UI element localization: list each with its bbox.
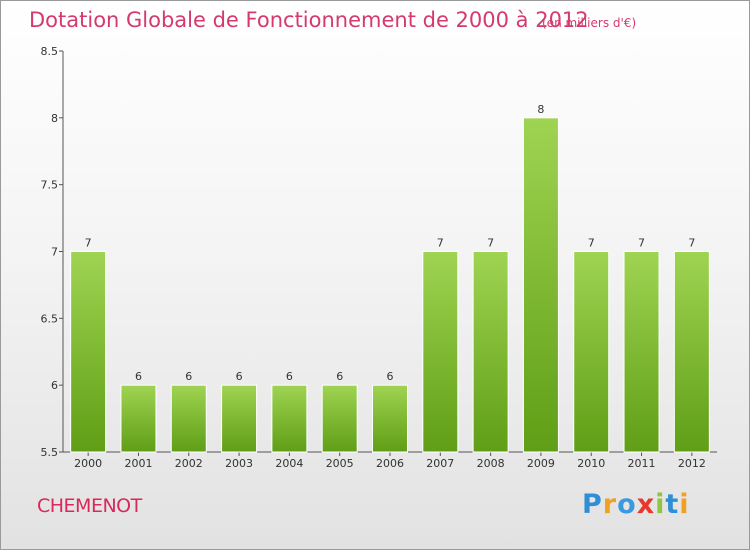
bar: [70, 251, 107, 453]
bar: [170, 384, 207, 453]
bar: [422, 251, 459, 453]
bar-value-label: 7: [85, 237, 92, 250]
bar: [573, 251, 610, 453]
bar-value-label: 8: [537, 103, 544, 116]
bar-value-label: 7: [487, 237, 494, 250]
bar-value-label: 6: [387, 370, 394, 383]
bar: [623, 251, 660, 453]
logo-letter: t: [665, 489, 680, 520]
bar-value-label: 6: [185, 370, 192, 383]
bar-value-label: 7: [638, 237, 645, 250]
chart-title: Dotation Globale de Fonctionnement de 20…: [29, 8, 589, 32]
x-tick-label: 2003: [225, 457, 253, 470]
y-tick-label: 6.5: [41, 312, 59, 325]
bar: [522, 117, 559, 453]
bar-value-label: 6: [135, 370, 142, 383]
y-tick-label: 7: [51, 246, 58, 259]
y-tick-label: 8.5: [41, 45, 59, 58]
x-tick-label: 2011: [628, 457, 656, 470]
bar: [472, 251, 509, 453]
bar: [673, 251, 710, 453]
logo-letter: x: [636, 489, 656, 520]
bar: [372, 384, 408, 453]
bar-value-label: 6: [336, 370, 343, 383]
bar: [120, 384, 157, 453]
x-tick-label: 2006: [376, 457, 404, 470]
bar-value-label: 7: [688, 237, 695, 250]
x-tick-label: 2001: [124, 457, 152, 470]
bar: [321, 384, 358, 453]
bar-value-label: 7: [588, 237, 595, 250]
bar: [221, 384, 258, 453]
x-tick-label: 2005: [326, 457, 354, 470]
x-tick-label: 2008: [477, 457, 505, 470]
bar-value-label: 7: [437, 237, 444, 250]
x-tick-label: 2004: [275, 457, 303, 470]
y-tick-label: 7.5: [41, 179, 59, 192]
logo-letter: r: [602, 489, 618, 520]
logo-letter: i: [655, 489, 666, 520]
x-tick-label: 2010: [577, 457, 605, 470]
bar-value-label: 6: [236, 370, 243, 383]
logo-letter: P: [582, 489, 603, 520]
x-tick-label: 2009: [527, 457, 555, 470]
logo-letter: o: [617, 489, 637, 520]
chart-subtitle: (en milliers d'€): [542, 16, 637, 30]
y-tick-label: 5.5: [41, 446, 59, 459]
x-tick-label: 2007: [426, 457, 454, 470]
proxiti-logo: Proxiti: [582, 489, 690, 520]
bar: [271, 384, 308, 453]
x-tick-label: 2012: [678, 457, 706, 470]
x-tick-label: 2000: [74, 457, 102, 470]
y-tick-label: 6: [51, 379, 58, 392]
bar-value-label: 6: [286, 370, 293, 383]
x-tick-label: 2002: [175, 457, 203, 470]
logo-letter: i: [679, 489, 690, 520]
y-tick-label: 8: [51, 112, 58, 125]
town-name: CHEMENOT: [37, 495, 142, 517]
